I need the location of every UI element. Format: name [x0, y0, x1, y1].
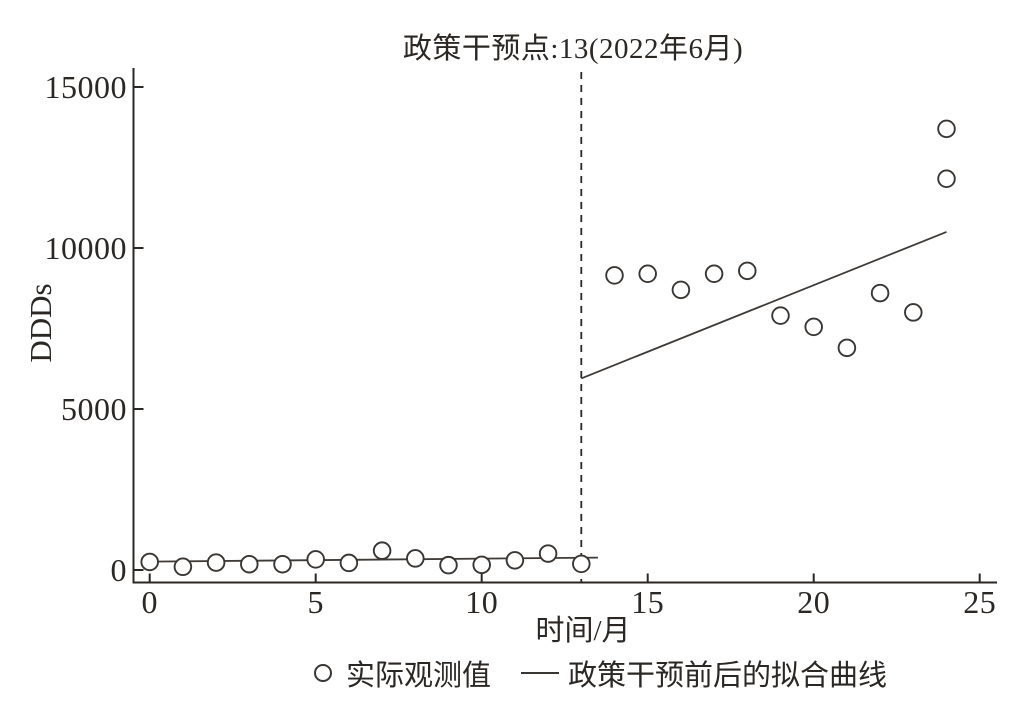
- x-tick-label: 25: [963, 584, 997, 620]
- observed-data-point: [472, 555, 491, 575]
- observed-data-point: [837, 338, 857, 358]
- observed-data-point: [505, 551, 525, 570]
- circle-marker-icon: [314, 664, 332, 682]
- observed-data-point: [804, 317, 823, 337]
- y-tick-label: 0: [110, 552, 127, 588]
- y-tick-label: 10000: [44, 230, 127, 266]
- observed-data-point: [206, 553, 226, 572]
- legend-label: 政策干预前后的拟合曲线: [568, 660, 888, 692]
- chart-title: 政策干预点:13(2022年6月): [402, 33, 744, 65]
- legend: 实际观测值 政策干预前后的拟合曲线: [314, 654, 887, 692]
- observed-data-point: [638, 264, 657, 284]
- line-marker-icon: [521, 672, 560, 674]
- observed-data-point: [372, 541, 392, 560]
- observed-data-point: [439, 555, 458, 575]
- post-intervention-fit-line: [580, 231, 947, 380]
- x-tick-label: 5: [307, 584, 324, 620]
- observed-data-point: [240, 554, 259, 574]
- legend-item: 实际观测值: [314, 652, 491, 694]
- observed-data-point: [538, 544, 558, 563]
- legend-item: 政策干预前后的拟合曲线: [521, 652, 887, 694]
- observed-data-point: [140, 552, 159, 572]
- observed-data-point: [704, 264, 724, 284]
- observed-data-point: [572, 554, 591, 574]
- y-tick-label: 5000: [61, 391, 127, 427]
- observed-data-point: [273, 554, 292, 574]
- observed-data-point: [904, 303, 923, 322]
- observed-data-point: [937, 119, 956, 139]
- observed-data-point: [339, 553, 359, 573]
- x-axis-label: 时间/月: [535, 615, 631, 647]
- legend-label: 实际观测值: [346, 660, 492, 692]
- observed-data-point: [406, 549, 425, 568]
- y-tick-label: 15000: [44, 69, 127, 105]
- observed-data-point: [605, 266, 624, 285]
- x-tick-label: 20: [797, 584, 831, 620]
- observed-data-point: [937, 169, 956, 189]
- observed-data-point: [671, 280, 691, 300]
- x-tick-label: 0: [141, 584, 158, 620]
- observed-data-point: [306, 550, 325, 569]
- x-tick-label: 15: [631, 584, 665, 620]
- observed-data-point: [738, 261, 757, 281]
- observed-data-point: [771, 306, 790, 325]
- observed-data-point: [870, 283, 890, 303]
- y-axis-label: DDDs: [23, 283, 58, 363]
- x-tick-label: 10: [465, 584, 499, 620]
- observed-data-point: [173, 557, 193, 577]
